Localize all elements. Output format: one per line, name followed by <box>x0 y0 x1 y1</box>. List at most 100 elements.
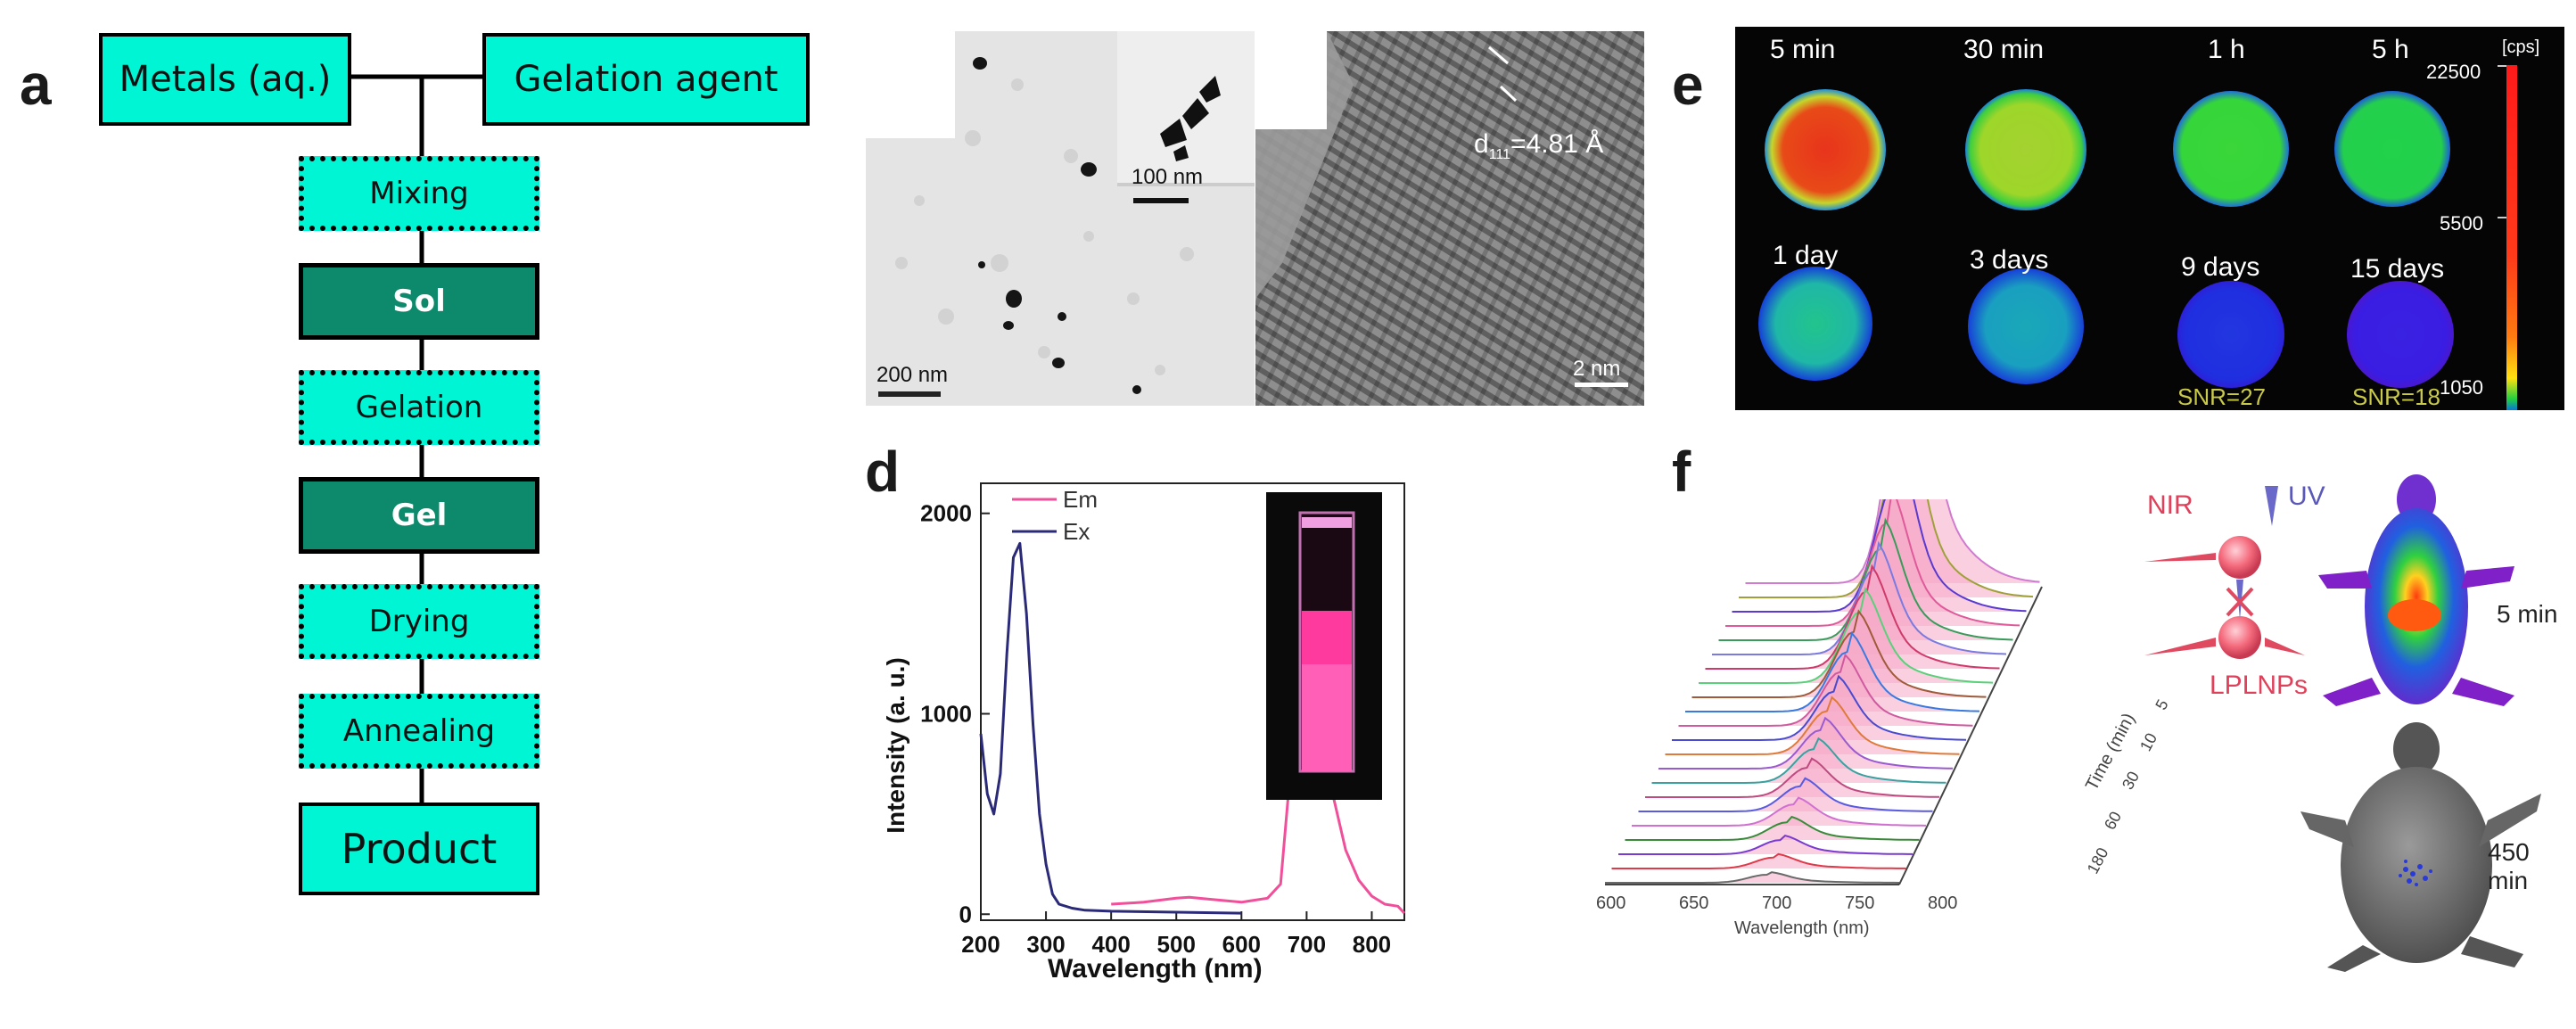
time-label-1h: 1 h <box>2208 35 2245 64</box>
flow-step-sol: Sol <box>299 263 539 340</box>
lattice-d-value: =4.81 Å <box>1510 129 1604 159</box>
time-label-15days: 15 days <box>2350 254 2445 284</box>
waterfall-spectrum <box>1625 815 1920 841</box>
hrtem-image: d111=4.81 Å 2 nm <box>1255 31 1644 406</box>
waterfall-spectrum <box>1699 587 1994 684</box>
cuvette-photo <box>1266 492 1382 800</box>
decay-waterfall-plot <box>1605 499 2043 885</box>
waterfall-fill <box>1665 697 1960 754</box>
y-tick-label: 0 <box>959 901 972 927</box>
flow-step-annealing: Annealing <box>299 694 539 769</box>
wf-xtick: 700 <box>1762 893 1792 913</box>
tem-particles <box>866 31 1255 406</box>
waterfall-spectrum <box>1665 696 1960 755</box>
particle-bottom <box>2218 616 2261 659</box>
colorbar-unit: [cps] <box>2502 37 2540 57</box>
y-tick-label: 2000 <box>920 500 972 527</box>
tem-scale: 200 nm <box>876 363 949 387</box>
waterfall-spectrum <box>1739 499 2034 598</box>
panel-label-f: f <box>1672 440 1691 504</box>
waterfall-spectrum <box>1705 564 2000 670</box>
flow-step-product: Product <box>299 803 539 895</box>
waterfall-spectrum <box>1658 716 1954 770</box>
time-label-5min: 5 min <box>1770 35 1836 64</box>
mouse-5min <box>2318 474 2514 706</box>
nir-label: NIR <box>2147 490 2193 520</box>
snr-15days: SNR=18 <box>2352 383 2440 410</box>
tem-image: 100 nm 200 nm <box>866 31 1255 406</box>
waterfall-fill <box>1672 676 1966 740</box>
legend-label-ex: Ex <box>1063 518 1090 545</box>
wf-xtick: 750 <box>1845 893 1875 913</box>
waterfall-spectrum <box>1672 674 1967 741</box>
waterfall-xlabel: Wavelength (nm) <box>1734 918 1870 938</box>
time-label-30min: 30 min <box>1963 35 2045 64</box>
mouse-time-5min: 5 min <box>2497 600 2558 628</box>
x-tick-label: 400 <box>1091 931 1130 958</box>
time-label-3days: 3 days <box>1970 245 2049 275</box>
lplnps-label: LPLNPs <box>2210 671 2309 700</box>
flow-input-gelation-agent: Gelation agent <box>482 33 810 126</box>
waterfall-fill <box>1651 738 1946 783</box>
waterfall-spectrum <box>1691 609 1987 698</box>
wf-xtick: 800 <box>1928 893 1958 913</box>
x-tick-label: 200 <box>961 931 1000 958</box>
y-axis-label-wrap: Intensity (a. u.) <box>878 597 914 901</box>
uv-label: UV <box>2288 482 2325 511</box>
hrtem-scale: 2 nm <box>1573 357 1621 381</box>
panel-label-a: a <box>20 53 52 117</box>
hrtem-lattice <box>1255 31 1644 406</box>
lattice-spacing: d111=4.81 Å <box>1474 129 1603 163</box>
x-tick-label: 300 <box>1026 931 1065 958</box>
luminescence-imaging-panel: 5 min 30 min 1 h 5 h 1 day 3 days 9 days… <box>1735 27 2564 410</box>
waterfall-fill <box>1618 836 1913 854</box>
plot-frame <box>980 482 1405 921</box>
lattice-d: d <box>1474 129 1489 159</box>
waterfall-spectrum <box>1611 852 1906 869</box>
lattice-plane: 111 <box>1488 147 1511 162</box>
uv-arrow <box>2265 486 2278 526</box>
waterfall-spectrum <box>1651 737 1946 784</box>
waterfall-fill <box>1699 589 1993 683</box>
waterfall-spectrum <box>1645 757 1939 798</box>
nir-arrow <box>2144 553 2216 562</box>
time-label-5h: 5 h <box>2372 35 2409 64</box>
waterfall-time-axis <box>1898 586 2043 885</box>
waterfall-fill <box>1632 797 1926 826</box>
waterfall-fill <box>1685 633 1979 712</box>
spectrum-chart: 200 300 400 500 600 700 800 0 1000 2000 Em Ex <box>920 482 1406 958</box>
waterfall-xticks: 600 650 700 750 800 <box>1596 893 2060 920</box>
waterfall-fill <box>1625 817 1920 840</box>
time-label-9days: 9 days <box>2181 252 2260 282</box>
legend-label-em: Em <box>1063 486 1098 513</box>
waterfall-spectrum <box>1638 777 1933 812</box>
colorbar-tick-max: 22500 <box>2426 61 2481 83</box>
colorbar-tick-mid: 5500 <box>2440 212 2483 235</box>
flow-step-gelation: Gelation <box>299 370 539 445</box>
waterfall-spectrum <box>1618 834 1913 855</box>
wf-xtick: 650 <box>1679 893 1709 913</box>
flow-step-drying: Drying <box>299 584 539 659</box>
flow-step-gel: Gel <box>299 477 539 554</box>
waterfall-spectrum <box>1605 871 1900 884</box>
flow-step-mixing: Mixing <box>299 156 539 231</box>
particle-top <box>2218 536 2261 579</box>
waterfall-spectrum <box>1685 631 1980 712</box>
waterfall-spectrum <box>1678 653 1973 727</box>
x-tick-label: 600 <box>1222 931 1261 958</box>
flow-input-metals: Metals (aq.) <box>99 33 351 126</box>
excitation-schematic <box>2144 486 2305 659</box>
panel-label-e: e <box>1672 53 1704 117</box>
y-axis-label: Intensity (a. u.) <box>882 657 909 834</box>
waterfall-spectrum <box>1632 796 1927 827</box>
series-line-ex <box>979 541 1242 915</box>
waterfall-fill <box>1638 778 1933 811</box>
waterfall-spectrum <box>1732 499 2027 613</box>
mouse-450min <box>2300 722 2541 972</box>
time-label-1day: 1 day <box>1773 241 1839 270</box>
waterfall-spectrum <box>1712 540 2007 655</box>
tem-inset-scale: 100 nm <box>1132 165 1204 189</box>
panel-label-d: d <box>865 440 901 504</box>
x-tick-label: 700 <box>1288 931 1326 958</box>
waterfall-fill <box>1678 654 1973 726</box>
